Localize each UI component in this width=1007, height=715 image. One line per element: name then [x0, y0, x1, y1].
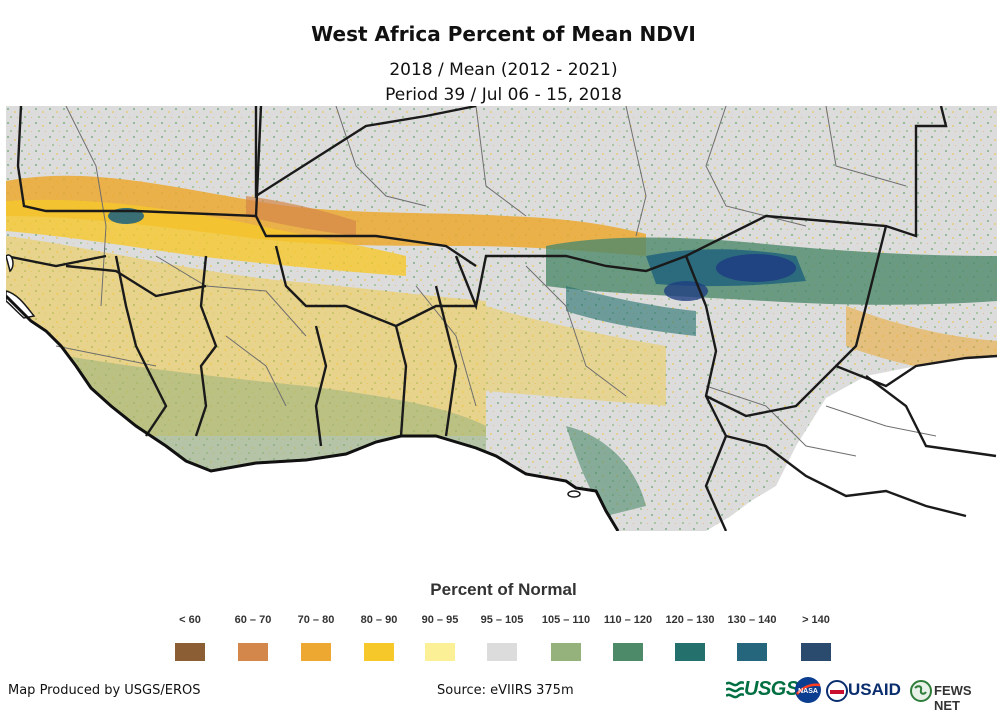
usgs-logo: USGS	[726, 676, 799, 706]
globe-icon	[910, 680, 932, 702]
legend-swatch	[301, 643, 331, 661]
legend-title: Percent of Normal	[430, 580, 577, 599]
source-text: Source: eVIIRS 375m	[437, 683, 574, 698]
map-subtitle-period: 2018 / Mean (2012 - 2021)	[389, 60, 618, 80]
coastline	[6, 294, 620, 531]
legend-label: > 140	[802, 614, 830, 626]
legend-label: 120 – 130	[665, 614, 715, 626]
legend-item: 80 – 90	[349, 612, 409, 661]
admin-boundaries	[55, 106, 937, 457]
map-title: West Africa Percent of Mean NDVI	[311, 22, 696, 46]
legend-label: 95 – 105	[480, 614, 524, 626]
usgs-wave-icon	[726, 681, 744, 699]
legend-item: 120 – 130	[660, 612, 720, 661]
legend-label: 130 – 140	[727, 614, 777, 626]
nasa-logo: NASA	[794, 676, 822, 706]
legend-swatch	[487, 643, 517, 661]
legend-swatch	[175, 643, 205, 661]
legend-swatch	[238, 643, 268, 661]
legend-item: 90 – 95	[410, 612, 470, 661]
legend-item: 95 – 105	[472, 612, 532, 661]
legend-label: 110 – 120	[603, 614, 653, 626]
usaid-logo: USAID	[826, 676, 908, 706]
coastal-features	[6, 254, 581, 498]
legend-item: > 140	[786, 612, 846, 661]
nasa-logo-text: NASA	[798, 688, 818, 695]
legend-swatch	[613, 643, 643, 661]
legend-label: 90 – 95	[421, 614, 459, 626]
legend-label: 80 – 90	[360, 614, 398, 626]
nasa-meatball-icon: NASA	[795, 677, 821, 703]
legend-item: 70 – 80	[286, 612, 346, 661]
usaid-seal-icon	[826, 680, 848, 702]
legend-item: 130 – 140	[722, 612, 782, 661]
credit-text: Map Produced by USGS/EROS	[8, 683, 201, 698]
fews-net-logo: FEWS NET	[910, 676, 998, 713]
legend-swatch	[801, 643, 831, 661]
legend-item: 60 – 70	[223, 612, 283, 661]
legend-label: 105 – 110	[541, 614, 591, 626]
legend-label: < 60	[179, 614, 201, 626]
ndvi-raster	[6, 106, 997, 531]
legend-label: 70 – 80	[297, 614, 335, 626]
usgs-logo-text: USGS	[744, 678, 799, 700]
legend-item: 105 – 110	[536, 612, 596, 661]
legend-swatch	[737, 643, 767, 661]
legend-swatch	[364, 643, 394, 661]
legend-swatch	[675, 643, 705, 661]
usaid-logo-text: USAID	[848, 680, 901, 699]
legend-swatch	[425, 643, 455, 661]
partner-logos: USGS NASA USAID FEWS NET	[726, 676, 998, 713]
legend-label: 60 – 70	[234, 614, 272, 626]
legend-swatch	[551, 643, 581, 661]
legend-item: < 60	[160, 612, 220, 661]
fews-net-logo-text: FEWS NET	[934, 683, 972, 713]
ndvi-map	[6, 106, 997, 531]
legend-item: 110 – 120	[598, 612, 658, 661]
map-subtitle-dekad: Period 39 / Jul 06 - 15, 2018	[385, 85, 622, 105]
